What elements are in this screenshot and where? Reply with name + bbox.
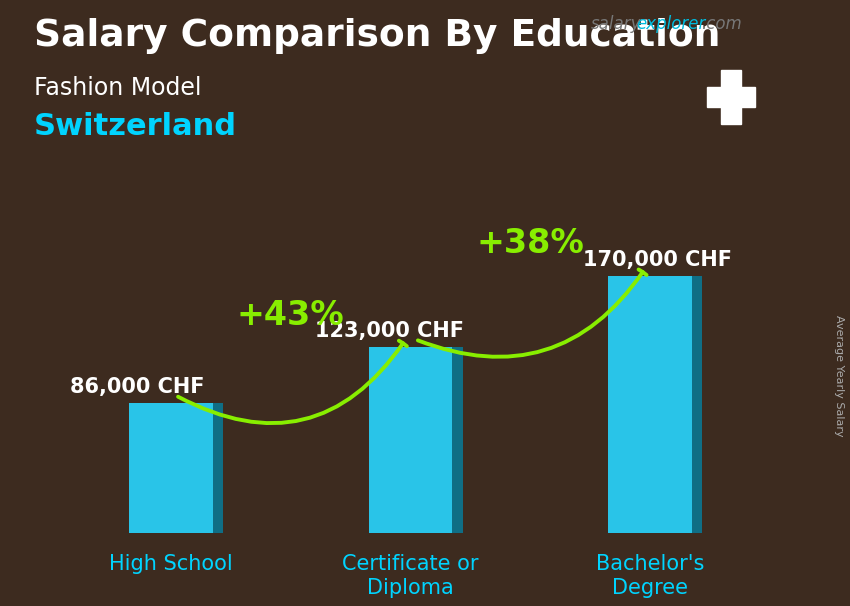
Text: Salary Comparison By Education: Salary Comparison By Education [34, 18, 720, 54]
Text: Fashion Model: Fashion Model [34, 76, 201, 100]
Bar [692, 276, 702, 533]
Text: +38%: +38% [477, 227, 584, 261]
Text: +43%: +43% [237, 299, 344, 331]
Text: 86,000 CHF: 86,000 CHF [71, 377, 205, 397]
Bar [452, 347, 462, 533]
Text: explorer: explorer [636, 15, 705, 33]
Bar [212, 403, 223, 533]
Text: Average Yearly Salary: Average Yearly Salary [834, 315, 844, 436]
Bar [609, 276, 692, 533]
Bar [369, 347, 452, 533]
Text: High School: High School [109, 554, 233, 574]
Text: Switzerland: Switzerland [34, 112, 237, 141]
Text: salary: salary [591, 15, 641, 33]
Text: 123,000 CHF: 123,000 CHF [314, 321, 463, 341]
Text: .com: .com [701, 15, 742, 33]
Text: Certificate or
Diploma: Certificate or Diploma [343, 554, 479, 598]
Text: 170,000 CHF: 170,000 CHF [583, 250, 732, 270]
Text: Bachelor's
Degree: Bachelor's Degree [596, 554, 705, 598]
Bar [721, 70, 741, 124]
Bar [129, 403, 212, 533]
Bar [707, 87, 755, 107]
